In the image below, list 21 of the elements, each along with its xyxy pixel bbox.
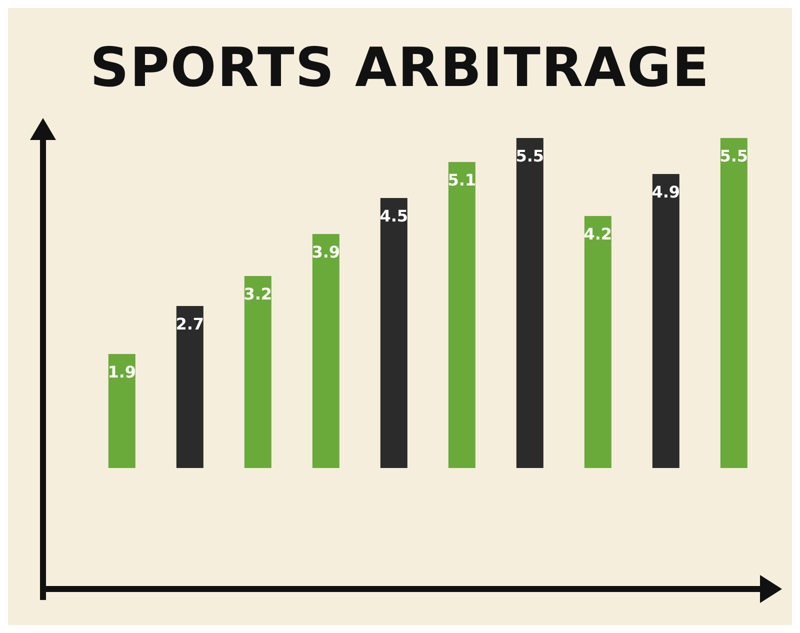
bar bbox=[448, 162, 476, 468]
data-label: 5.5 bbox=[720, 146, 748, 166]
data-label: 2.7 bbox=[176, 314, 204, 334]
bar bbox=[176, 306, 204, 468]
data-label: 1.9 bbox=[108, 362, 136, 382]
bar bbox=[244, 276, 272, 468]
data-label: 5.1 bbox=[448, 170, 476, 190]
bar bbox=[652, 174, 680, 468]
data-label: 3.2 bbox=[244, 284, 272, 304]
data-label: 4.2 bbox=[584, 224, 612, 244]
data-label: 4.9 bbox=[652, 182, 680, 202]
bar bbox=[516, 138, 544, 468]
data-label: 5.5 bbox=[516, 146, 544, 166]
data-label: 4.5 bbox=[380, 206, 408, 226]
bar bbox=[720, 138, 748, 468]
bar bbox=[312, 234, 340, 468]
bar bbox=[380, 198, 408, 468]
chart-title: SPORTS ARBITRAGE bbox=[88, 36, 712, 99]
data-label: 3.9 bbox=[312, 242, 340, 262]
bar bbox=[108, 354, 136, 468]
bar bbox=[584, 216, 612, 468]
